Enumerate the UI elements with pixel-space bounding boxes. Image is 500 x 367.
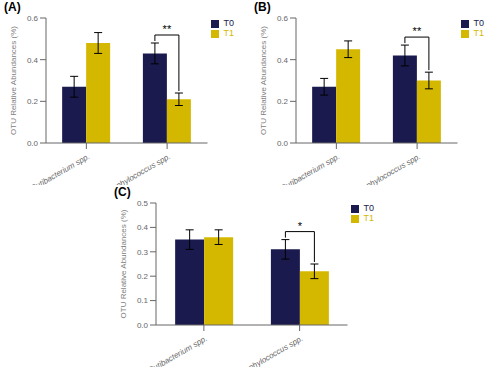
svg-text:Staphylococcus spp.: Staphylococcus spp. (104, 152, 172, 185)
svg-text:0.6: 0.6 (277, 14, 289, 23)
svg-text:*: * (298, 220, 303, 232)
svg-text:**: ** (413, 25, 422, 37)
html-text:T0: T0 (223, 18, 234, 28)
svg-text:0.4: 0.4 (27, 56, 39, 65)
svg-text:0.2: 0.2 (27, 97, 39, 106)
svg-text:0.0: 0.0 (277, 139, 289, 148)
svg-text:0.4: 0.4 (277, 56, 289, 65)
html-text:(B): (B) (254, 0, 271, 14)
html-text:T0: T0 (473, 18, 484, 28)
html-text:(C): (C) (114, 185, 131, 199)
svg-text:0.1: 0.1 (137, 296, 149, 305)
svg-text:0.3: 0.3 (137, 248, 149, 257)
html-text:T1: T1 (473, 28, 484, 38)
svg-text:Staphylococcus spp.: Staphylococcus spp. (354, 152, 422, 185)
svg-text:0.2: 0.2 (137, 272, 149, 281)
svg-text:OTU Relative Abundances (%): OTU Relative Abundances (%) (9, 26, 18, 135)
svg-text:Staphylococcus spp.: Staphylococcus spp. (237, 334, 305, 367)
svg-text:Cutibacterium spp.: Cutibacterium spp. (29, 152, 91, 185)
html-text:(A): (A) (4, 0, 21, 14)
svg-text:Cutibacterium spp.: Cutibacterium spp. (279, 152, 341, 185)
svg-text:**: ** (163, 23, 172, 35)
svg-text:0.0: 0.0 (137, 321, 149, 330)
html-text:T1: T1 (223, 28, 234, 38)
svg-text:OTU Relative Abundances (%): OTU Relative Abundances (%) (119, 209, 128, 318)
svg-text:0.5: 0.5 (137, 199, 149, 208)
svg-text:0.4: 0.4 (137, 223, 149, 232)
svg-text:OTU Relative Abundances (%): OTU Relative Abundances (%) (259, 26, 268, 135)
html-text:T0: T0 (363, 203, 374, 213)
svg-text:0.2: 0.2 (277, 97, 289, 106)
svg-text:0.0: 0.0 (27, 139, 39, 148)
svg-text:0.6: 0.6 (27, 14, 39, 23)
html-text:T1: T1 (363, 213, 374, 223)
svg-text:Cutibacterium spp.: Cutibacterium spp. (147, 334, 209, 367)
